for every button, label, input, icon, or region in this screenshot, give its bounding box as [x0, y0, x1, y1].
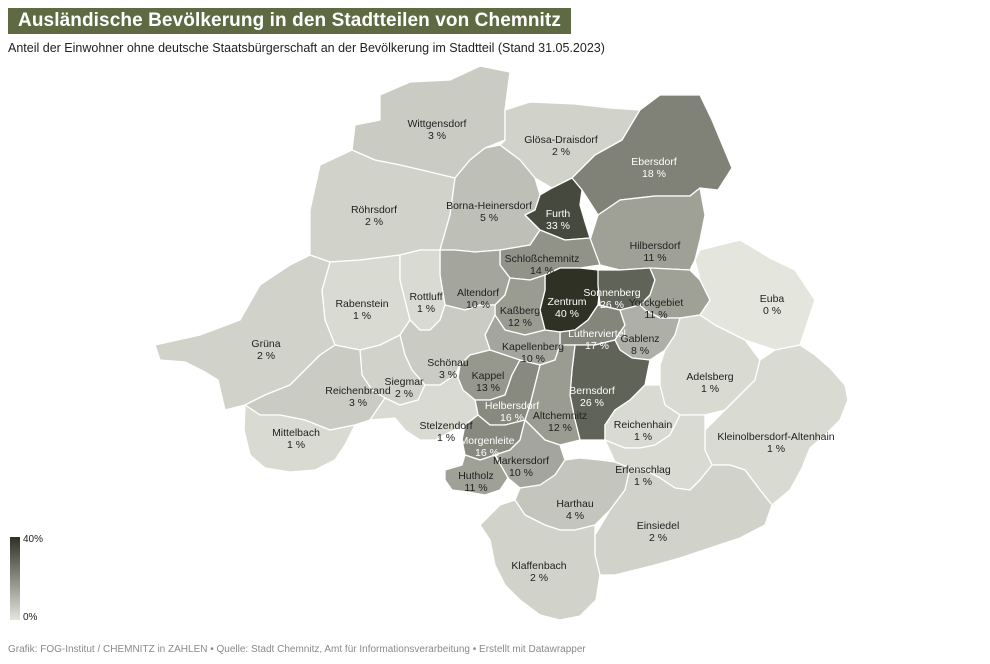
district-name-label: Siegmar [384, 376, 424, 388]
legend-gradient-bar [10, 537, 20, 620]
map-title: Ausländische Bevölkerung in den Stadttei… [18, 10, 561, 31]
district-name-label: Klaffenbach [511, 560, 566, 572]
district-value-label: 16 % [475, 447, 499, 459]
map-subtitle: Anteil der Einwohner ohne deutsche Staat… [8, 41, 605, 55]
district-value-label: 16 % [500, 412, 524, 424]
source-footer: Grafik: FOG-Institut / CHEMNITZ in ZAHLE… [8, 644, 586, 655]
district-value-label: 1 % [417, 303, 435, 315]
district-value-label: 4 % [566, 510, 584, 522]
district-value-label: 2 % [365, 216, 383, 228]
district-value-label: 33 % [546, 220, 570, 232]
district-name-label: Gablenz [620, 333, 659, 345]
district-name-label: Röhrsdorf [351, 204, 397, 216]
district-name-label: Rottluff [409, 291, 442, 303]
district-value-label: 8 % [631, 345, 649, 357]
district-name-label: Schönau [427, 357, 469, 369]
district-name-label: Zentrum [547, 296, 586, 308]
district-name-label: Hilbersdorf [630, 240, 681, 252]
district-stelzendorf[interactable] [369, 374, 479, 441]
district-name-label: Euba [760, 293, 785, 305]
district-value-label: 2 % [395, 388, 413, 400]
district-value-label: 10 % [521, 353, 545, 365]
district-name-label: Wittgensdorf [408, 118, 467, 130]
district-name-label: Glösa-Draisdorf [524, 134, 598, 146]
district-value-label: 11 % [464, 482, 487, 494]
district-name-label: Lutherviertel [568, 328, 626, 340]
district-value-label: 1 % [634, 476, 652, 488]
district-name-label: Kleinolbersdorf-Altenhain [717, 431, 834, 443]
district-value-label: 40 % [555, 308, 579, 320]
legend-min-label: 0% [23, 612, 38, 623]
district-name-label: Grüna [251, 338, 280, 350]
legend-max-label: 40% [23, 534, 44, 545]
district-value-label: 12 % [548, 422, 572, 434]
district-value-label: 0 % [763, 305, 781, 317]
district-name-label: Furth [546, 208, 571, 220]
district-value-label: 1 % [634, 431, 652, 443]
district-value-label: 1 % [701, 383, 719, 395]
district-name-label: Erfenschlag [615, 464, 671, 476]
district-name-label: Borna-Heinersdorf [446, 200, 532, 212]
district-altchemnitz[interactable] [524, 344, 581, 446]
district-name-label: Mittelbach [272, 427, 320, 439]
district-value-label: 2 % [257, 350, 275, 362]
district-name-label: Hutholz [458, 470, 494, 482]
district-klaffenbach[interactable] [479, 499, 601, 621]
district-name-label: Altchemnitz [533, 410, 587, 422]
district-name-label: Adelsberg [686, 371, 733, 383]
district-value-label: 17 % [585, 340, 609, 352]
district-value-label: 10 % [466, 299, 490, 311]
district-name-label: Harthau [556, 498, 594, 510]
district-name-label: Morgenleite [460, 435, 515, 447]
district-hilbersdorf[interactable] [589, 187, 706, 271]
district-name-label: Ebersdorf [631, 156, 677, 168]
district-value-label: 1 % [353, 310, 371, 322]
district-name-label: Helbersdorf [485, 400, 539, 412]
district-name-label: Kaßberg [500, 305, 540, 317]
district-value-label: 26 % [580, 397, 604, 409]
district-value-label: 26 % [600, 299, 624, 311]
district-value-label: 13 % [476, 382, 500, 394]
district-name-label: Kappel [472, 370, 505, 382]
district-name-label: Einsiedel [637, 520, 680, 532]
district-value-label: 3 % [428, 130, 446, 142]
district-name-label: Reichenhain [614, 419, 673, 431]
district-value-label: 18 % [642, 168, 666, 180]
district-value-label: 11 % [644, 309, 667, 321]
district-value-label: 1 % [287, 439, 305, 451]
district-furth[interactable] [524, 177, 591, 241]
district-value-label: 1 % [767, 443, 785, 455]
district-name-label: Markersdorf [493, 455, 549, 467]
district-value-label: 2 % [530, 572, 548, 584]
district-name-label: Rabenstein [335, 298, 388, 310]
district-name-label: Schloßchemnitz [505, 253, 580, 265]
district-name-label: Altendorf [457, 287, 499, 299]
district-value-label: 3 % [439, 369, 457, 381]
district-value-label: 2 % [552, 146, 570, 158]
district-hutholz[interactable] [444, 454, 509, 496]
district-shapes [154, 65, 849, 621]
district-value-label: 2 % [649, 532, 667, 544]
district-name-label: Sonnenberg [583, 287, 640, 299]
district-value-label: 3 % [349, 397, 367, 409]
district-value-label: 12 % [508, 317, 532, 329]
district-value-label: 10 % [509, 467, 533, 479]
district-value-label: 1 % [437, 432, 455, 444]
district-mittelbach[interactable] [243, 404, 356, 473]
district-value-label: 11 % [643, 252, 666, 264]
district-name-label: Kapellenberg [502, 341, 564, 353]
district-value-label: 5 % [480, 212, 498, 224]
title-banner: Ausländische Bevölkerung in den Stadttei… [8, 8, 571, 34]
district-name-label: Yorckgebiet [629, 297, 684, 309]
district-name-label: Reichenbrand [325, 385, 391, 397]
district-value-label: 14 % [530, 265, 554, 277]
district-name-label: Stelzendorf [419, 420, 472, 432]
district-name-label: Bernsdorf [569, 385, 615, 397]
